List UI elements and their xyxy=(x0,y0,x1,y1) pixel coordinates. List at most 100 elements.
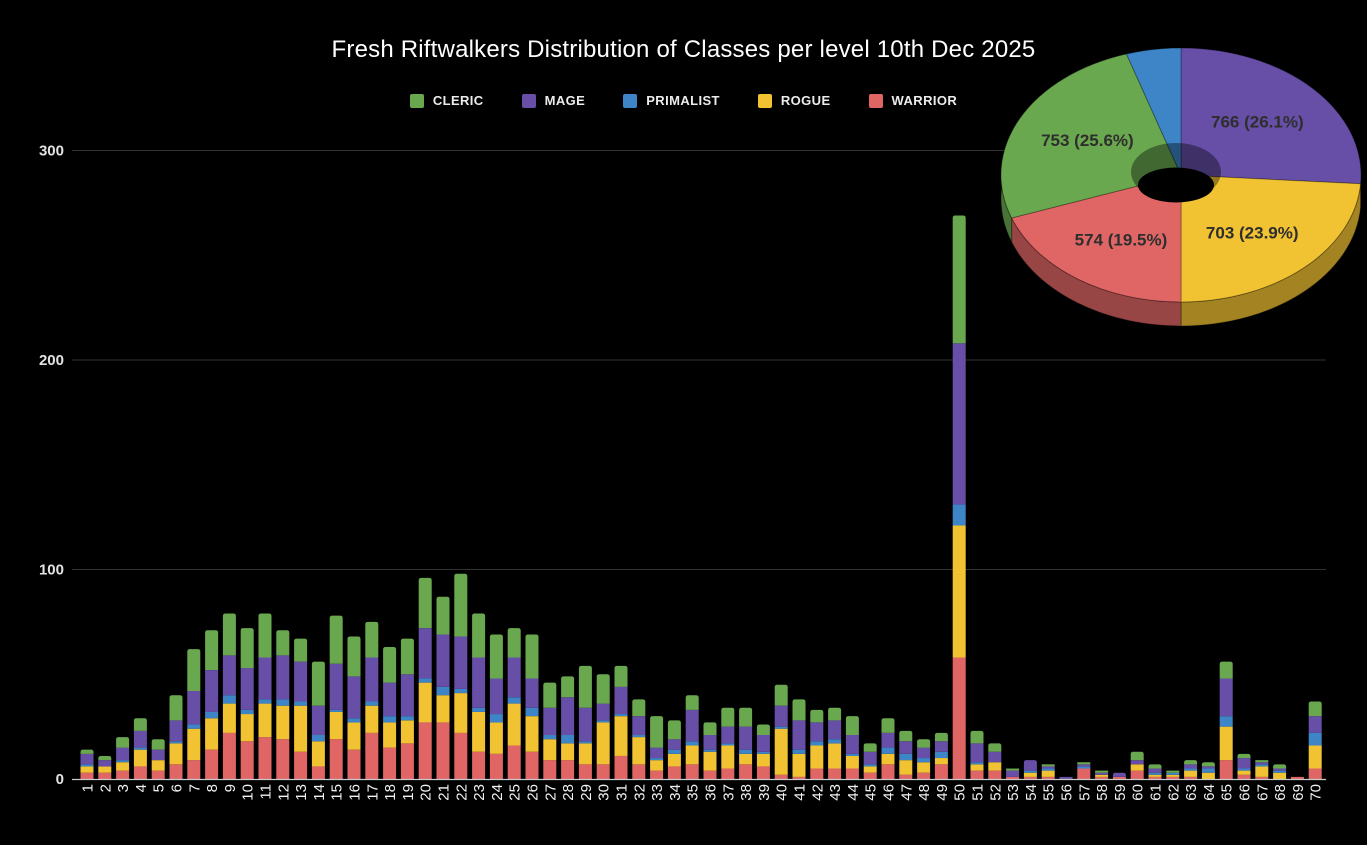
bar-segment-mage[interactable] xyxy=(187,691,201,725)
bar-segment-rogue[interactable] xyxy=(240,714,254,742)
bar-segment-rogue[interactable] xyxy=(222,703,236,733)
bar-segment-warrior[interactable] xyxy=(472,751,486,779)
bar-segment-rogue[interactable] xyxy=(133,749,147,767)
bar-segment-primalist[interactable] xyxy=(329,709,343,712)
bar-level-44[interactable] xyxy=(845,716,859,779)
bar-segment-primalist[interactable] xyxy=(240,709,254,715)
bar-segment-rogue[interactable] xyxy=(810,745,824,769)
bar-level-13[interactable] xyxy=(294,638,308,779)
bar-level-36[interactable] xyxy=(703,722,717,779)
bar-segment-primalist[interactable] xyxy=(1255,764,1269,767)
bar-segment-primalist[interactable] xyxy=(543,735,557,740)
bar-segment-cleric[interactable] xyxy=(952,215,966,344)
bar-segment-warrior[interactable] xyxy=(436,722,450,779)
bar-segment-rogue[interactable] xyxy=(347,722,361,750)
bar-segment-primalist[interactable] xyxy=(934,751,948,759)
bar-segment-warrior[interactable] xyxy=(1219,760,1233,779)
bar-segment-cleric[interactable] xyxy=(1130,751,1144,761)
bar-segment-mage[interactable] xyxy=(347,676,361,719)
bar-segment-warrior[interactable] xyxy=(454,732,468,779)
bar-segment-cleric[interactable] xyxy=(1095,770,1109,773)
bar-segment-rogue[interactable] xyxy=(756,753,770,767)
bar-segment-primalist[interactable] xyxy=(952,504,966,526)
bar-segment-warrior[interactable] xyxy=(365,732,379,779)
bar-segment-cleric[interactable] xyxy=(1166,770,1180,773)
bar-segment-mage[interactable] xyxy=(1041,766,1055,769)
bar-segment-primalist[interactable] xyxy=(80,764,94,767)
bar-segment-primalist[interactable] xyxy=(1308,732,1322,746)
bar-segment-rogue[interactable] xyxy=(792,753,806,777)
bar-level-39[interactable] xyxy=(756,724,770,779)
bar-segment-cleric[interactable] xyxy=(667,720,681,740)
bar-segment-mage[interactable] xyxy=(685,709,699,742)
bar-level-62[interactable] xyxy=(1166,770,1180,779)
bar-segment-rogue[interactable] xyxy=(881,753,895,765)
bar-segment-primalist[interactable] xyxy=(881,747,895,754)
bar-segment-warrior[interactable] xyxy=(169,764,183,779)
bar-segment-primalist[interactable] xyxy=(169,741,183,744)
bar-segment-primalist[interactable] xyxy=(258,699,272,704)
bar-level-27[interactable] xyxy=(543,682,557,779)
bar-level-70[interactable] xyxy=(1308,701,1322,779)
bar-level-22[interactable] xyxy=(454,573,468,779)
bar-segment-mage[interactable] xyxy=(1308,716,1322,733)
bar-segment-primalist[interactable] xyxy=(276,699,290,706)
bar-level-51[interactable] xyxy=(970,730,984,779)
bar-level-69[interactable] xyxy=(1290,776,1304,779)
pie-slice-warrior[interactable] xyxy=(1010,174,1182,303)
bar-segment-primalist[interactable] xyxy=(845,753,859,756)
bar-segment-cleric[interactable] xyxy=(1273,764,1287,769)
bar-segment-cleric[interactable] xyxy=(329,615,343,664)
bar-segment-primalist[interactable] xyxy=(1148,772,1162,775)
bar-segment-mage[interactable] xyxy=(1112,772,1126,777)
bar-segment-warrior[interactable] xyxy=(240,741,254,779)
bar-segment-warrior[interactable] xyxy=(810,768,824,779)
bar-level-21[interactable] xyxy=(436,596,450,779)
bar-level-16[interactable] xyxy=(347,636,361,779)
bar-segment-primalist[interactable] xyxy=(739,749,753,754)
bar-segment-primalist[interactable] xyxy=(667,749,681,754)
bar-segment-warrior[interactable] xyxy=(347,749,361,779)
bar-segment-rogue[interactable] xyxy=(258,703,272,738)
bar-segment-rogue[interactable] xyxy=(1148,774,1162,777)
bar-segment-rogue[interactable] xyxy=(311,741,325,767)
bar-segment-mage[interactable] xyxy=(276,655,290,700)
bar-segment-warrior[interactable] xyxy=(507,745,521,779)
bar-segment-warrior[interactable] xyxy=(151,770,165,779)
bar-segment-cleric[interactable] xyxy=(454,573,468,637)
bar-segment-warrior[interactable] xyxy=(988,770,1002,779)
bar-segment-mage[interactable] xyxy=(133,730,147,748)
bar-segment-mage[interactable] xyxy=(863,751,877,765)
bar-segment-primalist[interactable] xyxy=(1201,768,1215,773)
bar-segment-mage[interactable] xyxy=(525,678,539,708)
bar-segment-rogue[interactable] xyxy=(454,693,468,733)
bar-level-41[interactable] xyxy=(792,699,806,779)
bar-segment-rogue[interactable] xyxy=(1166,774,1180,777)
bar-segment-primalist[interactable] xyxy=(685,741,699,746)
bar-segment-cleric[interactable] xyxy=(489,634,503,679)
pie-slice-cleric[interactable] xyxy=(1000,53,1182,219)
bar-segment-warrior[interactable] xyxy=(1255,776,1269,779)
bar-segment-rogue[interactable] xyxy=(418,682,432,723)
bar-segment-mage[interactable] xyxy=(454,636,468,689)
bar-level-52[interactable] xyxy=(988,743,1002,779)
bar-segment-mage[interactable] xyxy=(436,634,450,687)
bar-segment-rogue[interactable] xyxy=(703,751,717,771)
bar-segment-mage[interactable] xyxy=(1006,770,1020,777)
bar-segment-mage[interactable] xyxy=(578,707,592,742)
bar-segment-cleric[interactable] xyxy=(881,718,895,733)
bar-level-61[interactable] xyxy=(1148,764,1162,779)
bar-segment-rogue[interactable] xyxy=(667,753,681,767)
bar-segment-mage[interactable] xyxy=(1255,762,1269,765)
bar-level-56[interactable] xyxy=(1059,776,1073,779)
bar-segment-cleric[interactable] xyxy=(721,707,735,727)
bar-segment-warrior[interactable] xyxy=(1148,776,1162,779)
bar-segment-cleric[interactable] xyxy=(1006,768,1020,771)
bar-segment-primalist[interactable] xyxy=(507,697,521,704)
pie-slice-primalist[interactable] xyxy=(1125,47,1182,176)
bar-level-50[interactable] xyxy=(952,215,966,779)
bar-level-1[interactable] xyxy=(80,749,94,779)
bar-segment-mage[interactable] xyxy=(828,720,842,740)
bar-segment-primalist[interactable] xyxy=(347,718,361,723)
bar-level-35[interactable] xyxy=(685,695,699,779)
